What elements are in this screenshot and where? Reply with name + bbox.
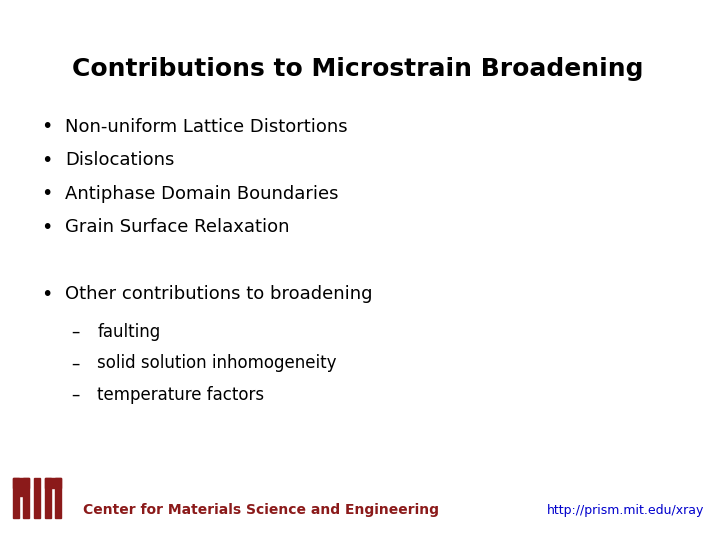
Bar [34, 478, 40, 518]
Text: Non-uniform Lattice Distortions: Non-uniform Lattice Distortions [65, 118, 348, 136]
Text: –: – [71, 354, 80, 373]
Text: •: • [41, 117, 53, 137]
Bar [23, 478, 29, 518]
Text: •: • [41, 184, 53, 204]
Text: –: – [71, 323, 80, 341]
Text: http://prism.mit.edu/xray: http://prism.mit.edu/xray [547, 504, 705, 517]
Bar [13, 478, 19, 518]
Bar [19, 488, 23, 496]
Text: temperature factors: temperature factors [97, 386, 264, 404]
Text: Dislocations: Dislocations [65, 151, 174, 170]
Text: Other contributions to broadening: Other contributions to broadening [65, 285, 372, 303]
Text: faulting: faulting [97, 323, 161, 341]
Text: solid solution inhomogeneity: solid solution inhomogeneity [97, 354, 337, 373]
Text: Antiphase Domain Boundaries: Antiphase Domain Boundaries [65, 185, 338, 203]
Text: Contributions to Microstrain Broadening: Contributions to Microstrain Broadening [72, 57, 644, 80]
Bar [55, 478, 60, 518]
Text: –: – [71, 386, 80, 404]
Bar [45, 478, 60, 488]
Text: Grain Surface Relaxation: Grain Surface Relaxation [65, 218, 289, 237]
Text: •: • [41, 151, 53, 170]
Bar [13, 478, 29, 488]
Text: •: • [41, 218, 53, 237]
Text: Center for Materials Science and Engineering: Center for Materials Science and Enginee… [83, 503, 438, 517]
Bar [45, 478, 51, 518]
Text: •: • [41, 285, 53, 304]
